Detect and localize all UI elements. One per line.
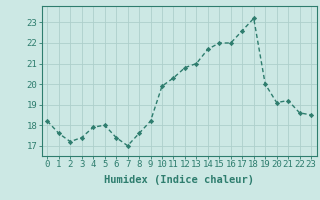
X-axis label: Humidex (Indice chaleur): Humidex (Indice chaleur) [104,175,254,185]
